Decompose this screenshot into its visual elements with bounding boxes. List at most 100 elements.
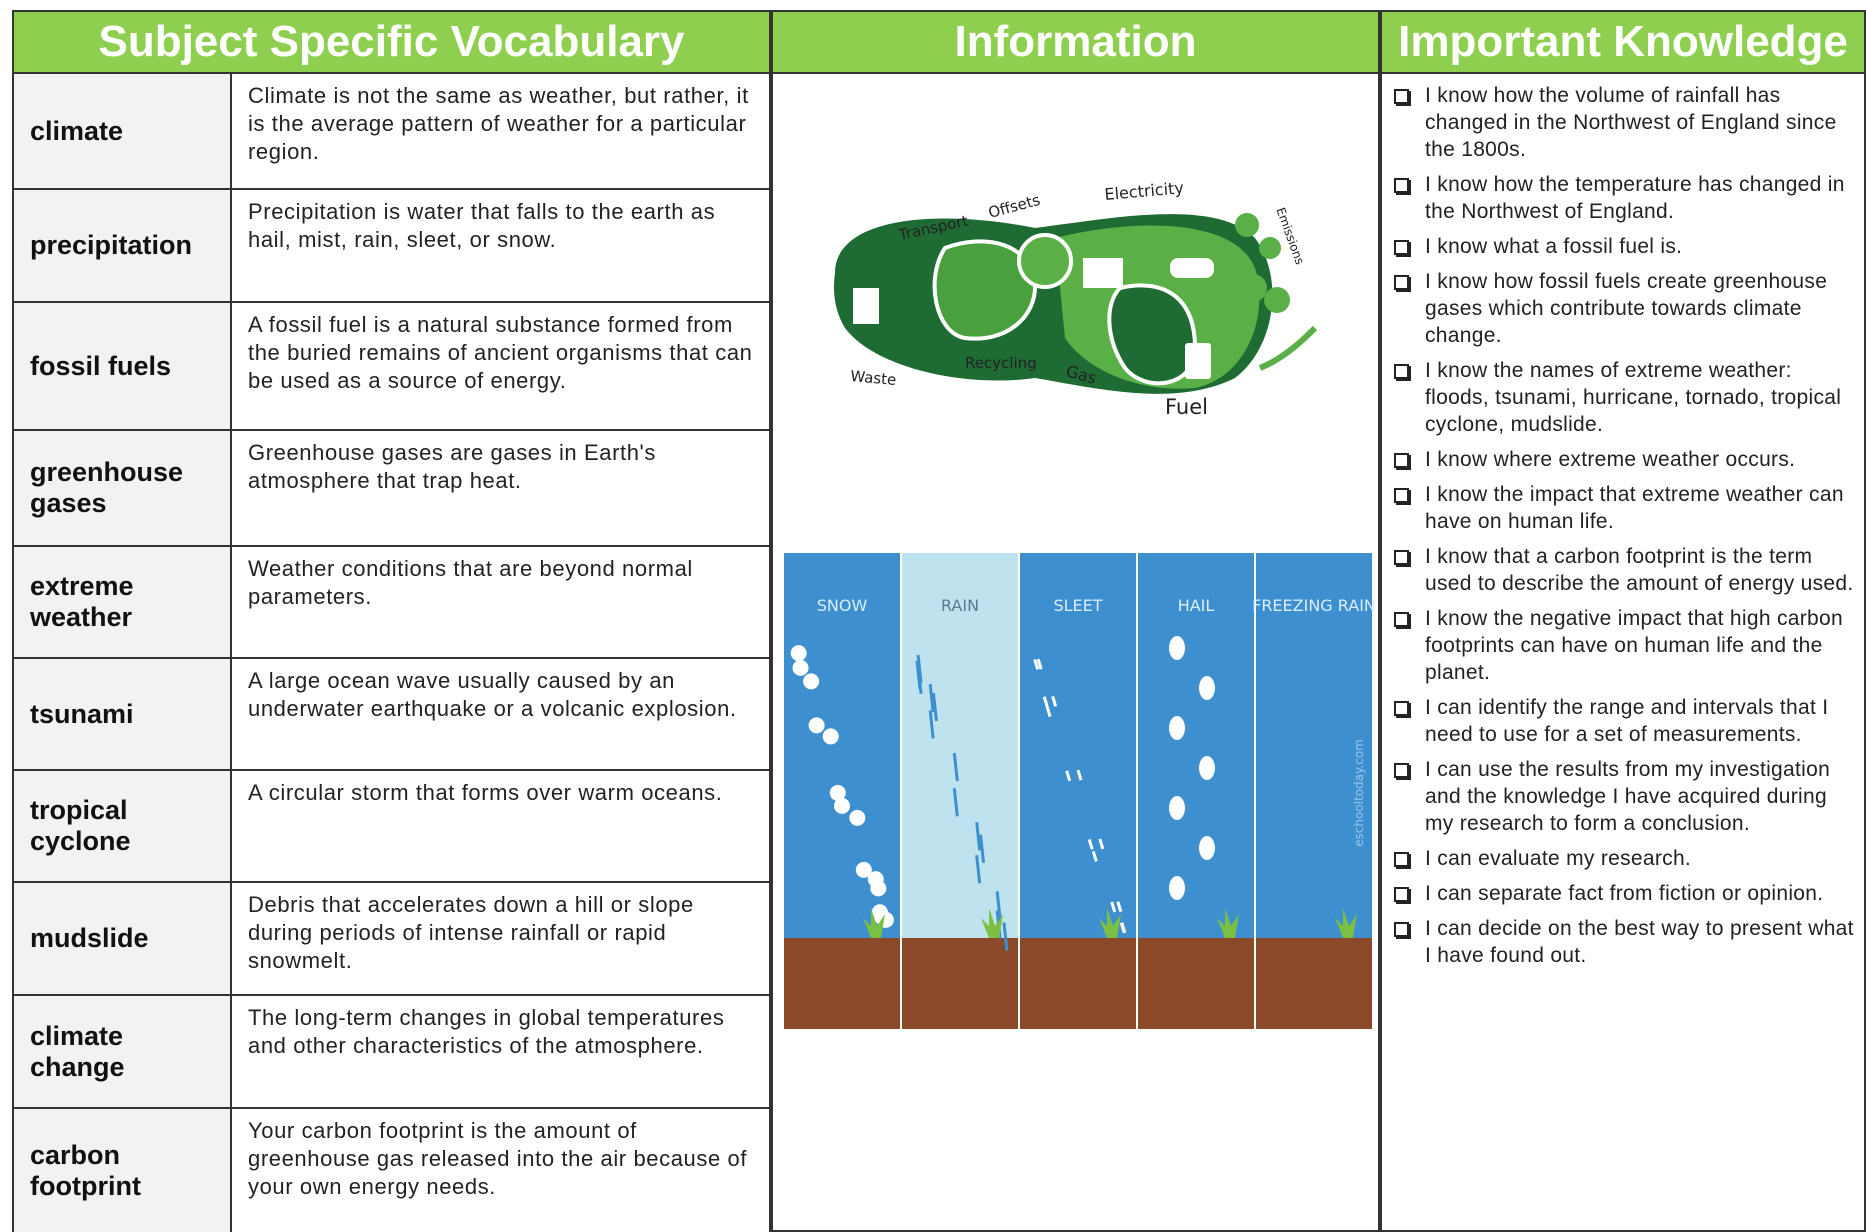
sleet (1045, 706, 1052, 718)
knowledge-item: I know how the temperature has changed i… (1392, 171, 1854, 225)
knowledge-item: I can identify the range and intervals t… (1392, 694, 1854, 748)
definition: Climate is not the same as weather, but … (248, 83, 749, 164)
vocabulary-row: precipitation Precipitation is water that… (12, 190, 771, 303)
vocabulary-row: mudslide Debris that accelerates down a h… (12, 883, 771, 996)
knowledge-list: I know how the volume of rainfall has ch… (1392, 82, 1854, 977)
knowledge-text: I can decide on the best way to present … (1425, 917, 1854, 967)
raindrop (975, 855, 982, 884)
plant (1099, 908, 1121, 938)
raindrop (931, 692, 938, 722)
hail (1169, 716, 1185, 740)
hail (1199, 756, 1215, 780)
raindrop (995, 891, 1002, 920)
definition: A large ocean wave usually caused by an … (248, 668, 737, 721)
term: mudslide (14, 883, 232, 994)
footprint-label: Emissions (1273, 206, 1307, 267)
term: carbon footprint (14, 1109, 232, 1232)
raindrop (915, 660, 922, 690)
knowledge-item: I know the impact that extreme weather c… (1392, 481, 1854, 535)
knowledge-item: I know the negative impact that high car… (1392, 605, 1854, 686)
sleet (1119, 922, 1126, 934)
carbon-footprint-illustration: Transport Offsets Electricity Emissions … (834, 178, 1318, 419)
precipitation-illustration: SNOW RAIN SLEET HAIL FREEZING RAIN eschooltod… (784, 553, 1374, 1029)
information-column (771, 74, 1380, 1232)
knowledge-item: I know that a carbon footprint is the te… (1392, 543, 1854, 597)
sleet (1110, 901, 1117, 913)
knowledge-text: I know what a fossil fuel is. (1425, 235, 1683, 258)
hail (1169, 876, 1185, 900)
knowledge-text: I can evaluate my research. (1425, 847, 1692, 870)
footprint-label: Recycling (965, 354, 1037, 372)
checkbox (1394, 701, 1409, 716)
vocabulary-row: tsunami A large ocean wave usually caused… (12, 659, 771, 771)
footprint-label: Electricity (1104, 178, 1185, 204)
knowledge-text: I know the impact that extreme weather c… (1425, 483, 1844, 533)
snowflake (808, 717, 825, 734)
sleet (1042, 696, 1049, 708)
knowledge-text: I know that a carbon footprint is the te… (1425, 545, 1854, 595)
plant (1335, 908, 1357, 938)
term: climate change (14, 996, 232, 1107)
sleet (1036, 658, 1043, 670)
plant (863, 908, 885, 938)
checkbox (1394, 922, 1409, 937)
term: extreme weather (14, 547, 232, 657)
knowledge-item: I know where extreme weather occurs. (1392, 446, 1854, 473)
credit: eschooltoday.com (1352, 739, 1366, 847)
snowflake (822, 728, 839, 745)
vocabulary-row: carbon footprint Your carbon footprint is… (12, 1109, 771, 1232)
sleet (1087, 839, 1094, 850)
raindrop (928, 684, 935, 713)
knowledge-text: I can use the results from my investigat… (1425, 758, 1831, 835)
definition: A circular storm that forms over warm oc… (248, 780, 723, 805)
vocabulary-table: climate Climate is not the same as weathe… (12, 74, 771, 1232)
raindrop (952, 752, 959, 782)
sleet (1098, 838, 1105, 850)
vocabulary-row: climate change The long-term changes in g… (12, 996, 771, 1109)
plant (1217, 908, 1239, 938)
sleet (1065, 770, 1072, 782)
term: fossil fuels (14, 303, 232, 429)
snowflake (790, 645, 807, 662)
footprint-label: Offsets (986, 191, 1042, 222)
hail (1199, 676, 1215, 700)
vocabulary-row: fossil fuels A fossil fuel is a natural s… (12, 303, 771, 431)
knowledge-column (1380, 74, 1866, 1232)
term: tsunami (14, 659, 232, 769)
snowflake (792, 659, 809, 676)
snowflake (829, 784, 846, 801)
panel-label: SNOW (817, 596, 868, 615)
sleet (1116, 901, 1123, 913)
snowflake (803, 673, 820, 690)
footprint-label: Waste (850, 367, 897, 389)
knowledge-text: I can identify the range and intervals t… (1425, 696, 1829, 746)
vocabulary-header: Subject Specific Vocabulary (12, 10, 771, 74)
definition: A fossil fuel is a natural substance for… (248, 312, 753, 393)
knowledge-text: I can separate fact from fiction or opin… (1425, 882, 1824, 905)
sleet (1076, 769, 1083, 781)
vocabulary-row: tropical cyclone A circular storm that fo… (12, 771, 771, 883)
checkbox (1394, 550, 1409, 565)
ground (1138, 938, 1254, 1029)
knowledge-item: I know the names of extreme weather: flo… (1392, 357, 1854, 438)
checkbox (1394, 240, 1409, 255)
vocabulary-row: extreme weather Weather conditions that a… (12, 547, 771, 659)
term: climate (14, 74, 232, 188)
raindrop (952, 788, 959, 817)
hail (1199, 836, 1215, 860)
checkbox (1394, 887, 1409, 902)
vocabulary-row: greenhouse gases Greenhouse gases are gas… (12, 431, 771, 547)
knowledge-item: I know how fossil fuels create greenhous… (1392, 268, 1854, 349)
knowledge-text: I know the names of extreme weather: flo… (1425, 359, 1842, 436)
checkbox (1394, 275, 1409, 290)
checkbox (1394, 488, 1409, 503)
hail (1169, 636, 1185, 660)
checkbox (1394, 763, 1409, 778)
checkbox (1394, 364, 1409, 379)
ground (1256, 938, 1372, 1029)
knowledge-item: I can use the results from my investigat… (1392, 756, 1854, 837)
panel-label: HAIL (1178, 596, 1215, 615)
snowflake (855, 861, 872, 878)
knowledge-text: I know how fossil fuels create greenhous… (1425, 270, 1828, 347)
sleet (1091, 850, 1098, 862)
